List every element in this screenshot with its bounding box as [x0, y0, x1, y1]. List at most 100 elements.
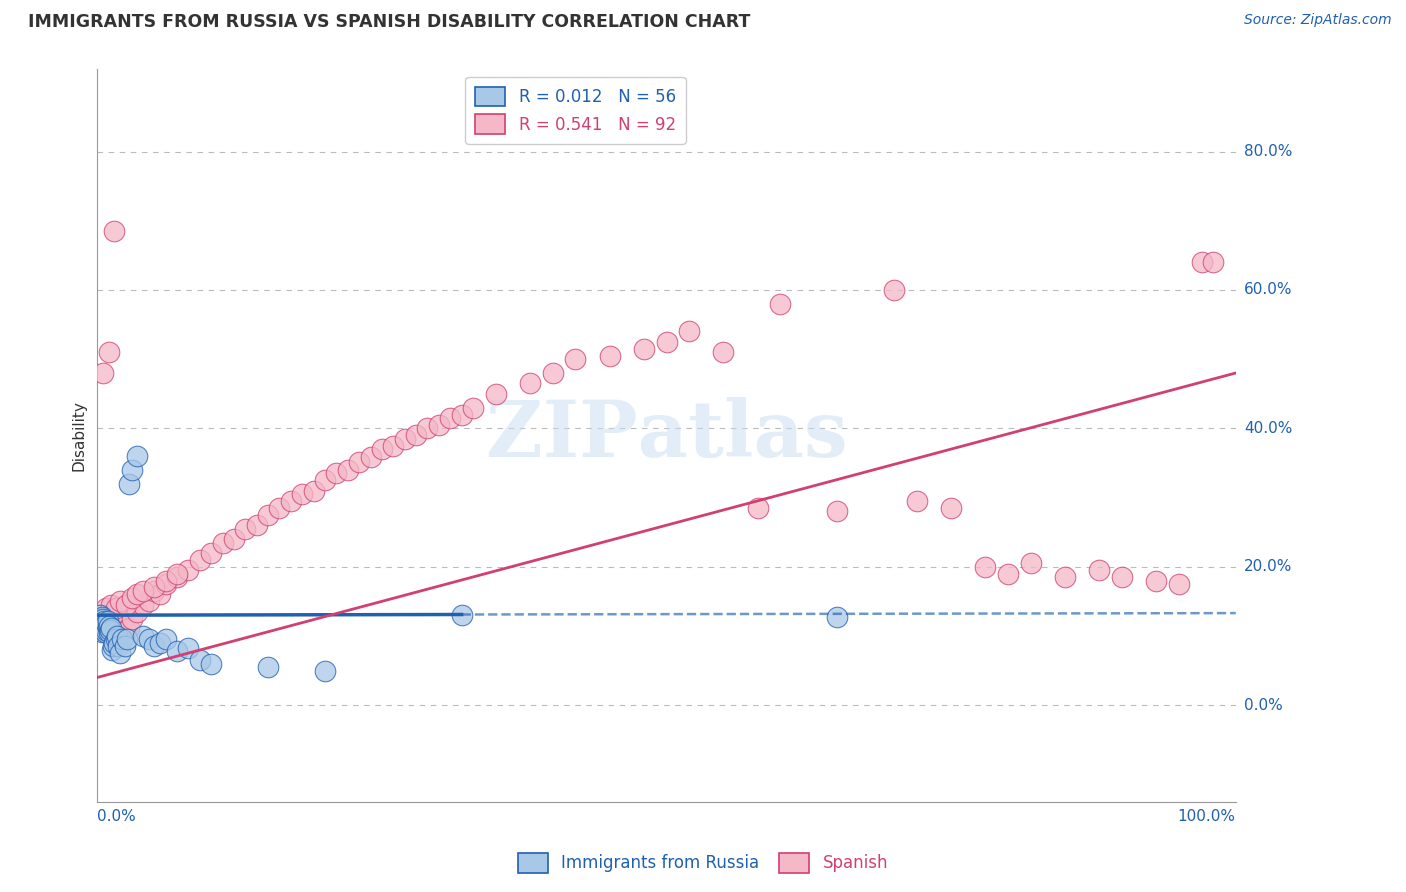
Point [439, 411, 461, 425]
Point [416, 421, 439, 435]
Point [132, 629, 155, 643]
Point [89, 616, 111, 631]
Point [155, 632, 177, 647]
Point [114, 640, 136, 654]
Point [974, 559, 997, 574]
Point [233, 522, 256, 536]
Point [1053, 570, 1076, 584]
Point [111, 615, 134, 629]
Point [100, 621, 122, 635]
Point [97, 625, 120, 640]
Point [91, 608, 114, 623]
Point [132, 584, 155, 599]
Text: 60.0%: 60.0% [1244, 283, 1292, 297]
Point [905, 494, 928, 508]
Point [222, 532, 245, 546]
Point [93, 618, 115, 632]
Point [149, 636, 172, 650]
Point [121, 591, 143, 605]
Point [883, 283, 905, 297]
Point [336, 463, 359, 477]
Point [678, 325, 700, 339]
Point [89, 622, 111, 636]
Legend: R = 0.012   N = 56, R = 0.541   N = 92: R = 0.012 N = 56, R = 0.541 N = 92 [465, 77, 686, 144]
Point [211, 535, 233, 549]
Point [108, 618, 131, 632]
Point [97, 618, 120, 632]
Point [655, 334, 678, 349]
Point [89, 615, 111, 629]
Point [713, 345, 735, 359]
Point [519, 376, 541, 391]
Point [939, 500, 962, 515]
Point [132, 598, 155, 612]
Point [188, 653, 211, 667]
Point [325, 467, 347, 481]
Point [1167, 577, 1189, 591]
Point [103, 621, 125, 635]
Point [93, 624, 115, 638]
Point [314, 664, 336, 678]
Point [118, 476, 141, 491]
Point [257, 660, 280, 674]
Point [97, 618, 120, 632]
Point [1191, 255, 1213, 269]
Point [121, 463, 143, 477]
Point [114, 624, 136, 638]
Point [104, 616, 127, 631]
Point [138, 594, 160, 608]
Point [98, 624, 121, 638]
Text: 0.0%: 0.0% [97, 809, 136, 824]
Point [541, 366, 564, 380]
Point [89, 614, 111, 628]
Point [382, 439, 405, 453]
Y-axis label: Disability: Disability [72, 400, 86, 471]
Point [200, 546, 222, 560]
Point [94, 625, 117, 640]
Point [155, 574, 177, 588]
Point [90, 616, 112, 631]
Point [1019, 556, 1042, 570]
Point [91, 616, 114, 631]
Point [143, 584, 166, 599]
Point [177, 563, 200, 577]
Point [564, 352, 586, 367]
Point [90, 612, 112, 626]
Point [997, 566, 1019, 581]
Point [166, 570, 188, 584]
Point [166, 644, 188, 658]
Point [111, 632, 134, 647]
Point [87, 618, 110, 632]
Point [91, 612, 114, 626]
Point [90, 618, 112, 632]
Point [827, 504, 849, 518]
Text: 80.0%: 80.0% [1244, 144, 1292, 159]
Point [107, 640, 129, 654]
Point [485, 386, 508, 401]
Point [394, 432, 416, 446]
Point [104, 632, 127, 647]
Point [127, 449, 149, 463]
Point [166, 566, 188, 581]
Point [127, 605, 149, 619]
Point [97, 621, 120, 635]
Point [96, 601, 118, 615]
Point [89, 608, 111, 623]
Point [450, 408, 472, 422]
Legend: Immigrants from Russia, Spanish: Immigrants from Russia, Spanish [512, 847, 894, 880]
Point [143, 640, 166, 654]
Text: IMMIGRANTS FROM RUSSIA VS SPANISH DISABILITY CORRELATION CHART: IMMIGRANTS FROM RUSSIA VS SPANISH DISABI… [28, 13, 751, 31]
Point [96, 624, 118, 638]
Point [90, 609, 112, 624]
Point [747, 500, 769, 515]
Point [97, 624, 120, 638]
Point [200, 657, 222, 671]
Point [101, 642, 124, 657]
Point [177, 641, 200, 656]
Point [91, 624, 114, 638]
Point [138, 632, 160, 647]
Point [633, 342, 655, 356]
Point [94, 621, 117, 635]
Point [96, 616, 118, 631]
Point [360, 450, 382, 465]
